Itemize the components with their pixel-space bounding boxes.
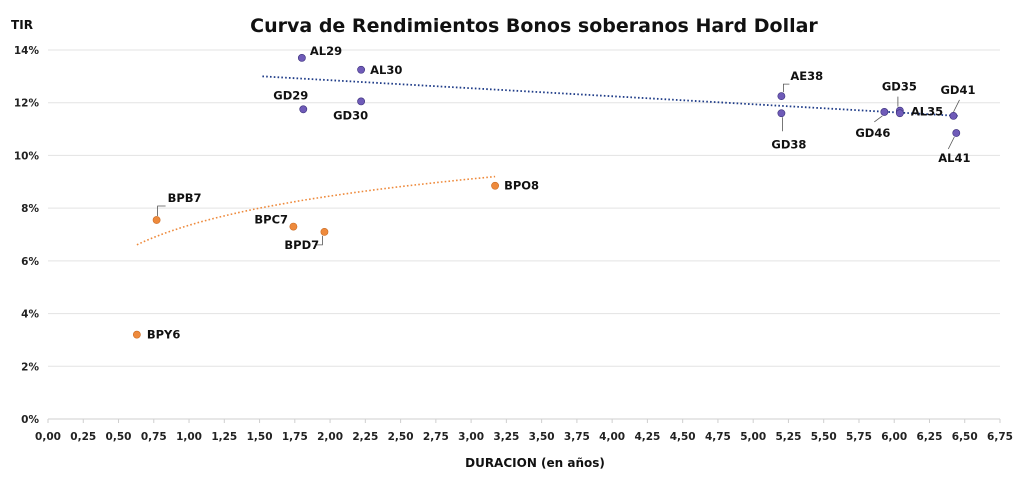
leader-line	[874, 115, 883, 123]
y-tick-label: 14%	[14, 45, 40, 57]
x-tick-label: 2,50	[388, 431, 414, 443]
x-tick-label: 5,00	[740, 431, 766, 443]
data-label-bpy6: BPY6	[147, 328, 181, 342]
data-label-gd38: GD38	[771, 137, 806, 151]
data-labels: AL29 AL30 GD29 GD30 AE38 GD38 GD46 GD35 AL35 GD41…	[147, 44, 976, 342]
data-label-al35: AL35	[911, 104, 943, 118]
x-axis-title: DURACION (en años)	[465, 456, 605, 470]
x-tick-label: 6,25	[917, 431, 943, 443]
leader-line	[947, 136, 955, 150]
point-gd41	[949, 111, 958, 120]
point-ae38	[777, 92, 786, 101]
point-bpd7	[320, 227, 329, 236]
data-label-gd46: GD46	[855, 126, 890, 140]
y-tick-label: 0%	[21, 414, 39, 426]
data-label-bpd7: BPD7	[284, 238, 319, 252]
x-tick-label: 2,75	[423, 431, 449, 443]
x-tick-label: 1,25	[211, 431, 237, 443]
y-axis-ticks: 0% 2% 4% 6% 8% 10% 12% 14%	[14, 45, 40, 426]
data-label-al29: AL29	[310, 44, 342, 58]
leader-line	[953, 99, 960, 113]
x-tick-label: 5,75	[846, 431, 872, 443]
x-tick-label: 5,50	[811, 431, 837, 443]
y-tick-label: 2%	[21, 361, 39, 373]
leader-line	[157, 205, 166, 216]
x-tick-label: 4,50	[670, 431, 696, 443]
x-tick-label: 4,75	[705, 431, 731, 443]
data-label-gd29: GD29	[273, 88, 308, 102]
x-tick-label: 3,50	[529, 431, 555, 443]
data-points	[132, 54, 961, 339]
x-tick-label: 0,50	[106, 431, 132, 443]
y-tick-label: 10%	[14, 150, 40, 162]
x-tick-label: 4,00	[599, 431, 625, 443]
point-al30	[357, 65, 366, 74]
x-tick-label: 3,25	[493, 431, 519, 443]
data-label-al30: AL30	[370, 63, 402, 77]
point-bpb7	[152, 216, 161, 224]
y-tick-label: 8%	[21, 203, 39, 215]
data-label-gd35: GD35	[882, 80, 917, 94]
x-tick-label: 0,75	[141, 431, 167, 443]
y-tick-label: 4%	[21, 309, 39, 321]
data-label-ae38: AE38	[790, 69, 823, 83]
x-tick-label: 2,00	[317, 431, 343, 443]
point-bpy6	[132, 330, 141, 339]
point-gd29	[299, 105, 308, 114]
x-tick-label: 5,25	[775, 431, 801, 443]
point-bpc7	[289, 222, 298, 231]
data-label-bpb7: BPB7	[168, 191, 202, 205]
x-tick-label: 1,75	[282, 431, 308, 443]
y-axis-title: TIR	[11, 18, 33, 32]
data-label-bpo8: BPO8	[504, 179, 539, 193]
x-tick-label: 1,50	[247, 431, 273, 443]
x-tick-label: 6,00	[881, 431, 907, 443]
point-gd46	[880, 108, 889, 116]
x-tick-label: 0,25	[70, 431, 96, 443]
gridlines	[47, 49, 1001, 423]
x-tick-label: 6,75	[987, 431, 1013, 443]
point-bpo8	[491, 181, 499, 190]
x-tick-label: 3,75	[564, 431, 590, 443]
point-gd38	[777, 109, 786, 118]
leader-line	[316, 235, 323, 246]
point-al41	[952, 129, 961, 137]
x-tick-label: 0,00	[35, 431, 61, 443]
x-axis-ticks: 0,00 0,25 0,50 0,75 1,00 1,25 1,50 1,75 2,00 2,25…	[35, 431, 1013, 443]
data-label-al41: AL41	[938, 151, 970, 165]
x-tick-label: 2,25	[352, 431, 378, 443]
y-tick-label: 6%	[21, 256, 39, 268]
chart-title: Curva de Rendimientos Bonos soberanos Ha…	[250, 15, 818, 37]
trendline-bopreal	[136, 175, 496, 246]
x-tick-label: 4,25	[634, 431, 660, 443]
data-label-bpc7: BPC7	[254, 213, 288, 227]
data-label-gd41: GD41	[940, 83, 975, 97]
point-al35	[895, 109, 904, 118]
point-al29	[297, 54, 306, 62]
leader-line	[783, 83, 790, 93]
data-label-gd30: GD30	[333, 108, 368, 122]
y-tick-label: 12%	[14, 98, 40, 110]
x-tick-label: 1,00	[176, 431, 202, 443]
x-tick-label: 6,50	[952, 431, 978, 443]
point-gd30	[357, 97, 366, 106]
x-tick-label: 3,00	[458, 431, 484, 443]
